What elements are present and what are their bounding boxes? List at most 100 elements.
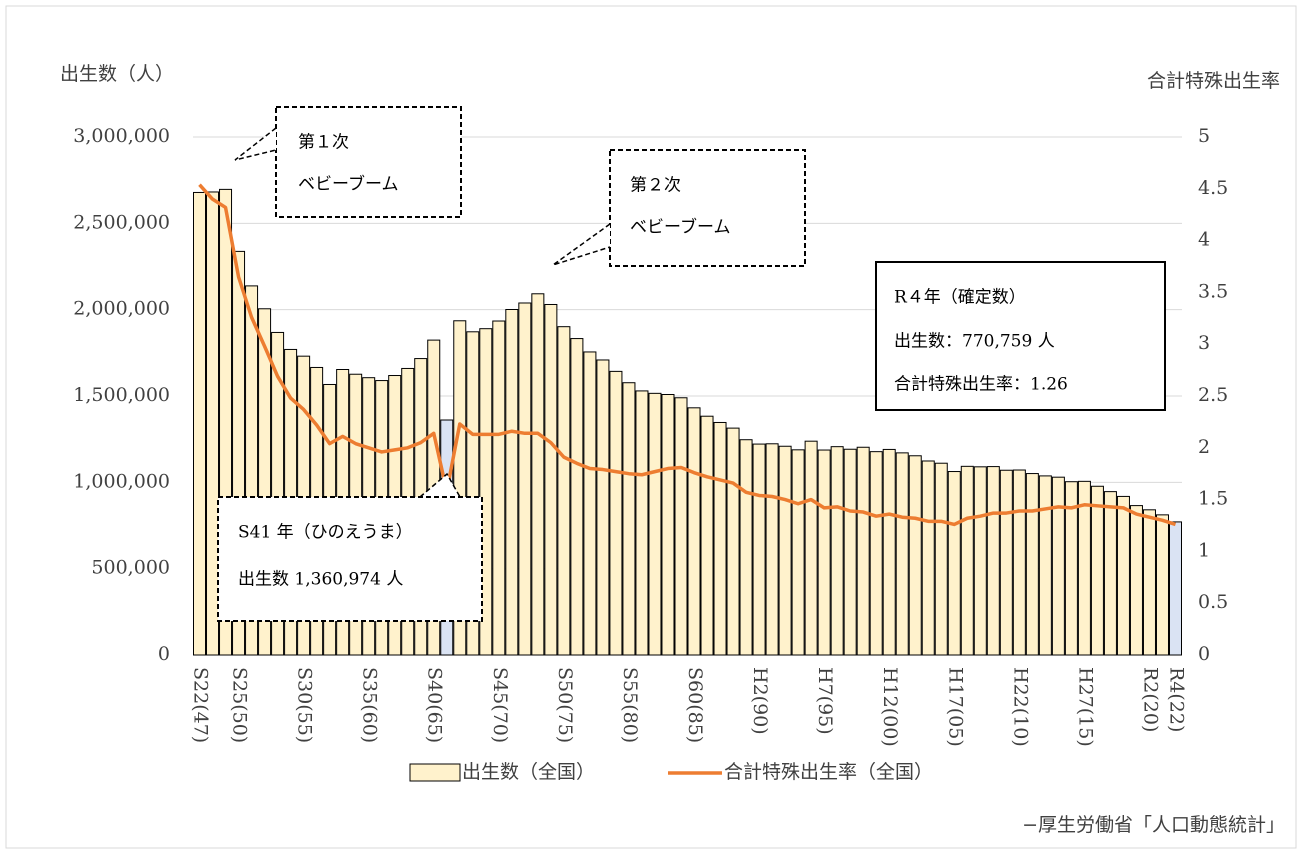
y2-tick-label: 1.5 — [1198, 488, 1228, 510]
bar — [206, 191, 220, 656]
y2-tick-label: 4 — [1198, 229, 1210, 251]
annotation-text: 第２次 — [630, 176, 681, 196]
bar — [1116, 495, 1130, 656]
bar — [609, 370, 623, 656]
bar — [505, 308, 519, 656]
bar — [986, 466, 1000, 656]
annotation-pointer — [234, 127, 277, 161]
bar — [765, 443, 779, 656]
x-tick-label: S50(75) — [554, 667, 576, 743]
annotation-text: ベビーブーム — [630, 217, 730, 238]
bar — [1155, 514, 1169, 656]
x-tick-label: H12(00) — [879, 667, 901, 747]
bar — [531, 293, 545, 656]
bar — [778, 445, 792, 656]
bar — [622, 382, 636, 656]
annotation-pointer — [419, 472, 461, 498]
bar — [193, 191, 207, 656]
x-tick-label: H2(90) — [749, 667, 771, 735]
annotation-text: ベビーブーム — [298, 174, 398, 195]
y-tick-label: 500,000 — [91, 557, 170, 579]
annotation-pointer — [552, 223, 611, 266]
y2-tick-label: 0.5 — [1198, 591, 1228, 613]
annotation-text: S41 年（ひのえうま） — [238, 523, 413, 543]
y2-tick-label: 2 — [1198, 436, 1210, 458]
line-series — [198, 183, 1177, 527]
bar — [843, 448, 857, 656]
bar — [1012, 469, 1026, 656]
bar — [1129, 505, 1143, 656]
x-tick-label: S35(60) — [359, 667, 381, 743]
bar — [661, 394, 675, 656]
bar — [856, 446, 870, 656]
x-tick-label: S40(65) — [424, 667, 446, 743]
bar — [817, 449, 831, 656]
bar — [492, 320, 506, 656]
y2-tick-label: 4.5 — [1198, 177, 1228, 199]
x-tick-label: H27(15) — [1074, 667, 1096, 747]
bar — [687, 407, 701, 656]
y-tick-label: 0 — [158, 643, 170, 665]
y2-tick-label: 0 — [1198, 643, 1210, 665]
bar — [674, 397, 688, 656]
x-tick-label: S25(50) — [229, 667, 251, 743]
y2-tick-label: 2.5 — [1198, 384, 1228, 406]
bar — [895, 452, 909, 656]
legend-label: 出生数（全国） — [462, 761, 595, 783]
y-tick-label: 1,500,000 — [73, 384, 170, 406]
bar — [882, 448, 896, 656]
bar — [726, 427, 740, 656]
bar — [1038, 475, 1052, 656]
annotation-box — [609, 149, 806, 267]
annotation-box — [275, 106, 462, 218]
bar — [960, 465, 974, 656]
x-tick-label: S60(85) — [684, 667, 706, 743]
y-axis-title: 出生数（人） — [60, 63, 174, 85]
bar — [869, 451, 883, 656]
bar — [830, 446, 844, 656]
bar — [1051, 476, 1065, 656]
bar — [544, 303, 558, 656]
y-tick-label: 2,000,000 — [73, 298, 170, 320]
bar — [791, 449, 805, 656]
bar — [908, 455, 922, 656]
annotation-text: 出生数：770,759 人 — [894, 332, 1055, 352]
bar — [739, 439, 753, 656]
bar — [713, 421, 727, 656]
bar — [921, 460, 935, 656]
bar — [1090, 485, 1104, 656]
y2-tick-label: 1 — [1198, 539, 1210, 561]
x-tick-label: S55(80) — [619, 667, 641, 743]
bar — [947, 471, 961, 656]
bar — [1168, 521, 1182, 656]
annotation-text: 出生数 1,360,974 人 — [238, 570, 403, 590]
bar — [1025, 473, 1039, 656]
bar — [700, 415, 714, 656]
bar — [1142, 509, 1156, 656]
bar — [999, 469, 1013, 656]
annotation-box — [875, 261, 1166, 411]
y2-axis-title: 合計特殊出生率 — [1147, 70, 1280, 92]
bar — [557, 326, 571, 656]
x-tick-label: H7(95) — [814, 667, 836, 735]
annotations: 第１次 ベビーブーム 第２次 ベビーブーム R４年（確定数） 出生数：770,7… — [217, 106, 1166, 622]
bar — [518, 302, 532, 656]
bar — [752, 443, 766, 656]
bar — [635, 390, 649, 656]
x-tick-label: S45(70) — [489, 667, 511, 743]
x-tick-label: S30(55) — [294, 667, 316, 743]
bar — [583, 351, 597, 656]
y-tick-label: 2,500,000 — [73, 211, 170, 233]
annotation-text: 第１次 — [298, 133, 349, 153]
bar — [648, 392, 662, 656]
y-tick-label: 3,000,000 — [73, 125, 170, 147]
x-tick-label: R4(22) — [1165, 667, 1187, 732]
legend-label: 合計特殊出生率（全国） — [724, 761, 933, 783]
bar — [973, 466, 987, 656]
bar — [804, 440, 818, 656]
bar — [934, 462, 948, 656]
legend: 出生数（全国） 合計特殊出生率（全国） — [409, 761, 933, 783]
annotation-box — [217, 496, 483, 622]
bar — [570, 338, 584, 656]
